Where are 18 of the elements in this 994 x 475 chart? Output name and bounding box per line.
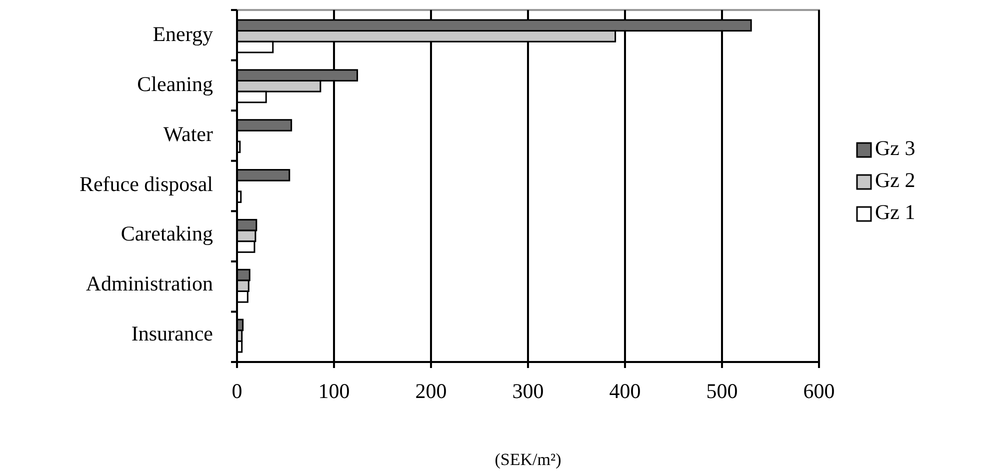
legend-label: Gz 2	[875, 168, 916, 192]
x-tick-label: 600	[803, 379, 835, 403]
y-tick-label: Insurance	[131, 322, 213, 346]
y-tick-label: Energy	[152, 22, 214, 46]
x-tick-label: 200	[415, 379, 447, 403]
y-tick-label: Cleaning	[137, 72, 214, 96]
x-tick-label: 300	[512, 379, 544, 403]
y-tick-label: Caretaking	[120, 222, 214, 246]
legend-label: Gz 3	[875, 136, 916, 160]
y-tick-label: Administration	[86, 272, 214, 296]
legend-label: Gz 1	[875, 200, 916, 224]
x-tick-label: 500	[706, 379, 738, 403]
x-tick-label: 400	[609, 379, 641, 403]
x-tick-label: 100	[318, 379, 350, 403]
y-tick-label: Water	[163, 122, 214, 146]
x-axis-title: (SEK/m²)	[494, 450, 562, 469]
x-tick-label: 0	[232, 379, 242, 403]
y-tick-label: Refuce disposal	[79, 172, 214, 196]
